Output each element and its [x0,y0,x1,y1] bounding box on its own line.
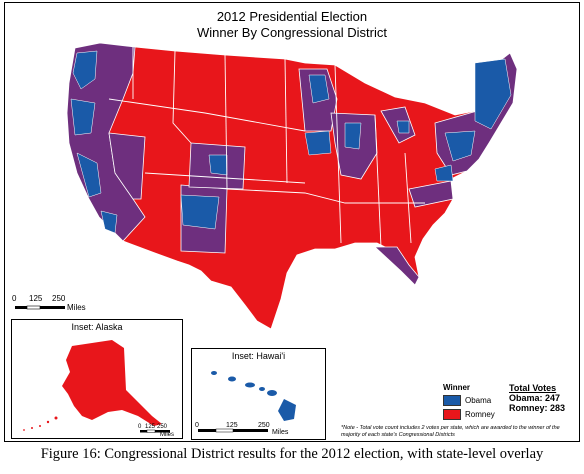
legend-item-romney: Romney [443,409,495,420]
map-figure: 2012 Presidential Election Winner By Con… [4,2,580,442]
main-scale-unit: Miles [67,303,86,312]
legend-swatch-obama [443,395,461,406]
alaska-scale-label-0: 0 [138,424,142,430]
district-cluster-il [344,122,362,150]
hawaii-scale-label-250: 250 [258,422,270,429]
hawaii-scale-label-125: 125 [226,422,238,429]
us-map: 0 125 250 Miles [12,42,518,330]
alaska-shape [62,340,162,426]
district-cluster-mi [396,120,410,134]
district-cluster-or [70,98,96,136]
district-cluster-ca-north [76,152,102,198]
district-cluster-ia [304,130,332,156]
main-scale-bar: 0 125 250 Miles [12,294,86,312]
district-cluster-ne [474,58,512,130]
virginia-state [408,180,454,208]
map-title-line1: 2012 Presidential Election [216,9,368,24]
district-cluster-ny [444,130,476,162]
alaska-scale-label-125: 125 [145,424,156,430]
hawaii-scale-label-0: 0 [195,422,199,429]
legend-swatch-romney [443,409,461,420]
inset-hawaii-title: Inset: Hawai'i [231,351,286,361]
main-scale-label-250: 250 [52,294,66,303]
figure-caption: Figure 16: Congressional District result… [40,446,544,462]
florida-state [373,246,420,286]
inset-alaska: Inset: Alaska 0 125 250 Miles [11,319,183,439]
district-cluster-co [208,154,228,176]
total-votes-romney: Romney: 283 [509,403,566,413]
hawaii-map: 0 125 250 Miles [195,371,296,436]
legend-item-obama: Obama [443,395,491,406]
alaska-scale-unit: Miles [160,432,174,438]
total-votes-title: Total Votes [509,383,557,393]
hawaii-scale-unit: Miles [272,429,289,436]
vote-count-note: *Note - Total vote count includes 2 vote… [341,425,560,438]
map-title-line2: Winner By Congressional District [196,25,387,40]
obama-districts [70,50,512,234]
inset-alaska-title: Inset: Alaska [71,322,123,332]
legend-label-obama: Obama [465,396,492,405]
map-title: 2012 Presidential Election Winner By Con… [5,9,579,41]
district-cluster-wa [72,50,98,90]
hawaii-islands [211,371,296,421]
district-cluster-mn [308,74,330,104]
main-scale-label-0: 0 [12,294,17,303]
main-scale-label-125: 125 [29,294,43,303]
aleutian-islands [23,416,58,431]
total-votes: Total Votes Obama: 247 Romney: 283 [509,383,565,413]
legend-label-romney: Romney [465,410,495,419]
state-borders [108,47,425,248]
alaska-scale-label-250: 250 [157,424,168,430]
inset-hawaii: Inset: Hawai'i 0 125 250 Miles [191,348,326,440]
district-cluster-ca-south [100,210,118,234]
district-cluster-nm [180,194,220,230]
legend: Winner Obama Romney Total Votes Obama: 2… [437,383,577,441]
legend-title: Winner [443,383,471,392]
nevada-state [108,132,146,200]
total-votes-obama: Obama: 247 [509,393,561,403]
district-cluster-md [434,164,454,182]
alaska-map: 0 125 250 Miles [23,340,174,438]
